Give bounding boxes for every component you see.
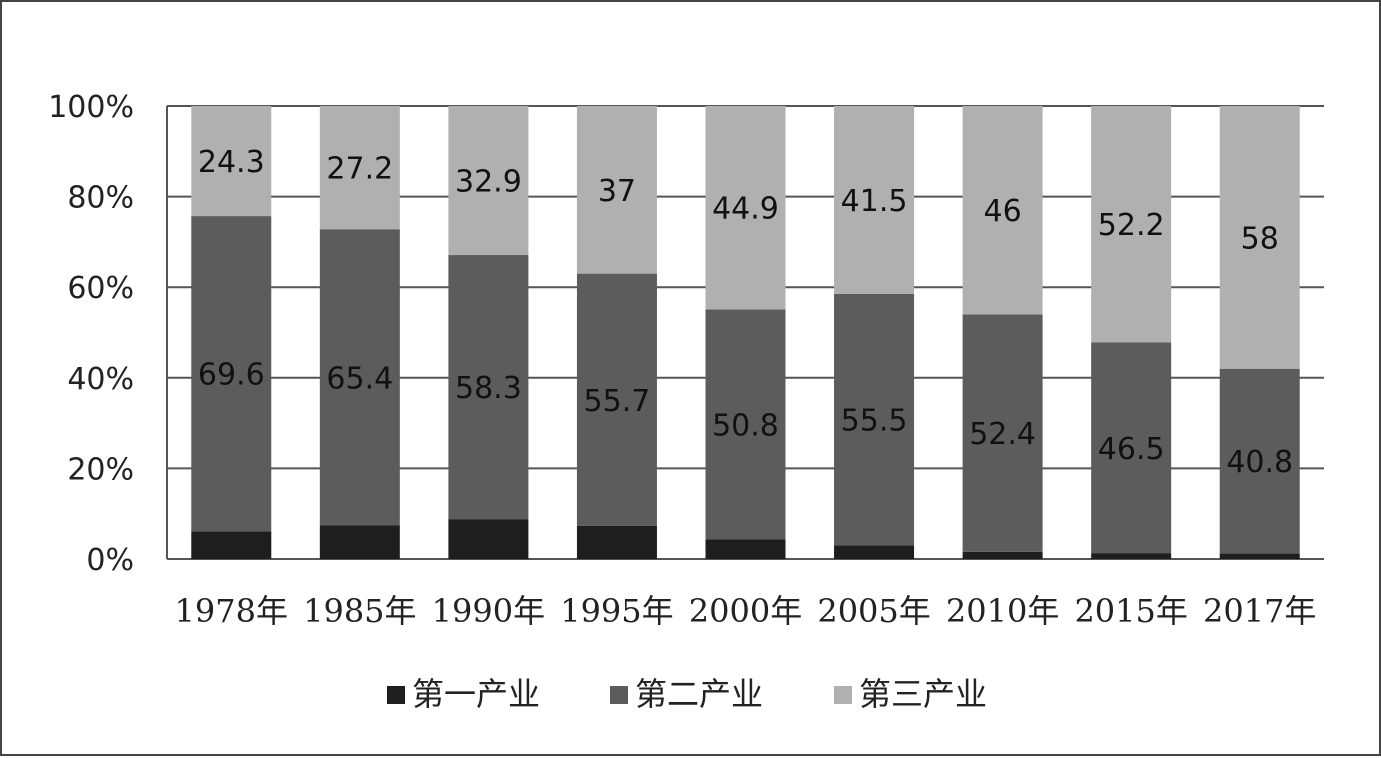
legend-swatch	[387, 686, 405, 704]
bar-segment	[319, 525, 400, 559]
bar-segment	[448, 255, 529, 520]
y-axis-ticks: 0% 20% 40% 60% 80% 100%	[48, 90, 134, 578]
bar-segment	[576, 273, 657, 526]
bar-segment	[448, 106, 529, 256]
bar-segment	[319, 106, 400, 230]
bar-segment	[576, 525, 657, 559]
x-tick-label: 1978年	[175, 592, 288, 630]
bar-segment	[191, 106, 272, 217]
bar-segment	[448, 519, 529, 559]
legend-label: 第三产业	[859, 675, 987, 713]
x-tick-label: 1995年	[560, 592, 673, 630]
x-tick-label: 1990年	[432, 592, 545, 630]
data-label: 58.3	[455, 371, 522, 406]
data-label: 27.2	[326, 152, 393, 187]
data-label: 52.4	[969, 417, 1036, 452]
bar-segment	[962, 106, 1043, 315]
bars	[191, 106, 1300, 559]
data-label: 50.8	[712, 408, 779, 443]
data-labels: 69.6 24.3 65.4 27.2 58.3 32.9 55.7 37 50.8 44.9 55…	[198, 145, 1293, 480]
bar-segment	[1219, 553, 1300, 559]
bar-segment	[962, 551, 1043, 559]
x-tick-label: 2000年	[689, 592, 802, 630]
y-tick-label: 100%	[48, 90, 134, 125]
bar-segment	[191, 216, 272, 532]
x-tick-label: 2005年	[817, 592, 930, 630]
x-tick-label: 2015年	[1074, 592, 1187, 630]
data-label: 41.5	[841, 184, 908, 219]
bar-segment	[834, 106, 915, 294]
legend-swatch	[610, 686, 628, 704]
data-label: 24.3	[198, 145, 265, 180]
bar-segment	[705, 309, 786, 540]
bar-segment	[1219, 368, 1300, 554]
y-tick-label: 60%	[67, 271, 134, 306]
data-label: 46	[984, 194, 1022, 229]
x-axis-ticks: 1978年 1985年 1990年 1995年 2000年 2005年 2010年 2015年…	[175, 592, 1317, 630]
data-label: 40.8	[1226, 445, 1293, 480]
legend-label: 第一产业	[412, 675, 540, 713]
y-tick-label: 80%	[67, 181, 134, 216]
legend: 第一产业 第二产业 第三产业	[387, 675, 987, 713]
bar-segment	[834, 293, 915, 546]
data-label: 46.5	[1098, 432, 1165, 467]
data-label: 44.9	[712, 192, 779, 227]
bar-segment	[319, 229, 400, 526]
bar-segment	[705, 539, 786, 559]
legend-label: 第二产业	[635, 675, 763, 713]
bar-segment	[1219, 106, 1300, 369]
data-label: 69.6	[198, 358, 265, 393]
data-label: 52.2	[1098, 208, 1165, 243]
bar-segment	[1091, 106, 1172, 343]
bar-segment	[834, 545, 915, 559]
bar-segment	[962, 314, 1043, 552]
y-tick-label: 0%	[86, 543, 134, 578]
bar-segment	[705, 106, 786, 310]
x-tick-label: 2017年	[1203, 592, 1316, 630]
x-tick-label: 2010年	[946, 592, 1059, 630]
data-label: 55.5	[841, 404, 908, 439]
data-label: 58	[1241, 221, 1279, 256]
data-label: 37	[598, 174, 636, 209]
x-tick-label: 1985年	[303, 592, 416, 630]
bar-segment	[1091, 342, 1172, 554]
y-tick-label: 40%	[67, 362, 134, 397]
data-label: 55.7	[584, 384, 651, 419]
data-label: 65.4	[326, 361, 393, 396]
bar-segment	[191, 531, 272, 559]
legend-swatch	[834, 686, 852, 704]
y-tick-label: 20%	[67, 452, 134, 487]
data-label: 32.9	[455, 165, 522, 200]
bar-segment	[576, 106, 657, 274]
bar-segment	[1091, 553, 1172, 559]
